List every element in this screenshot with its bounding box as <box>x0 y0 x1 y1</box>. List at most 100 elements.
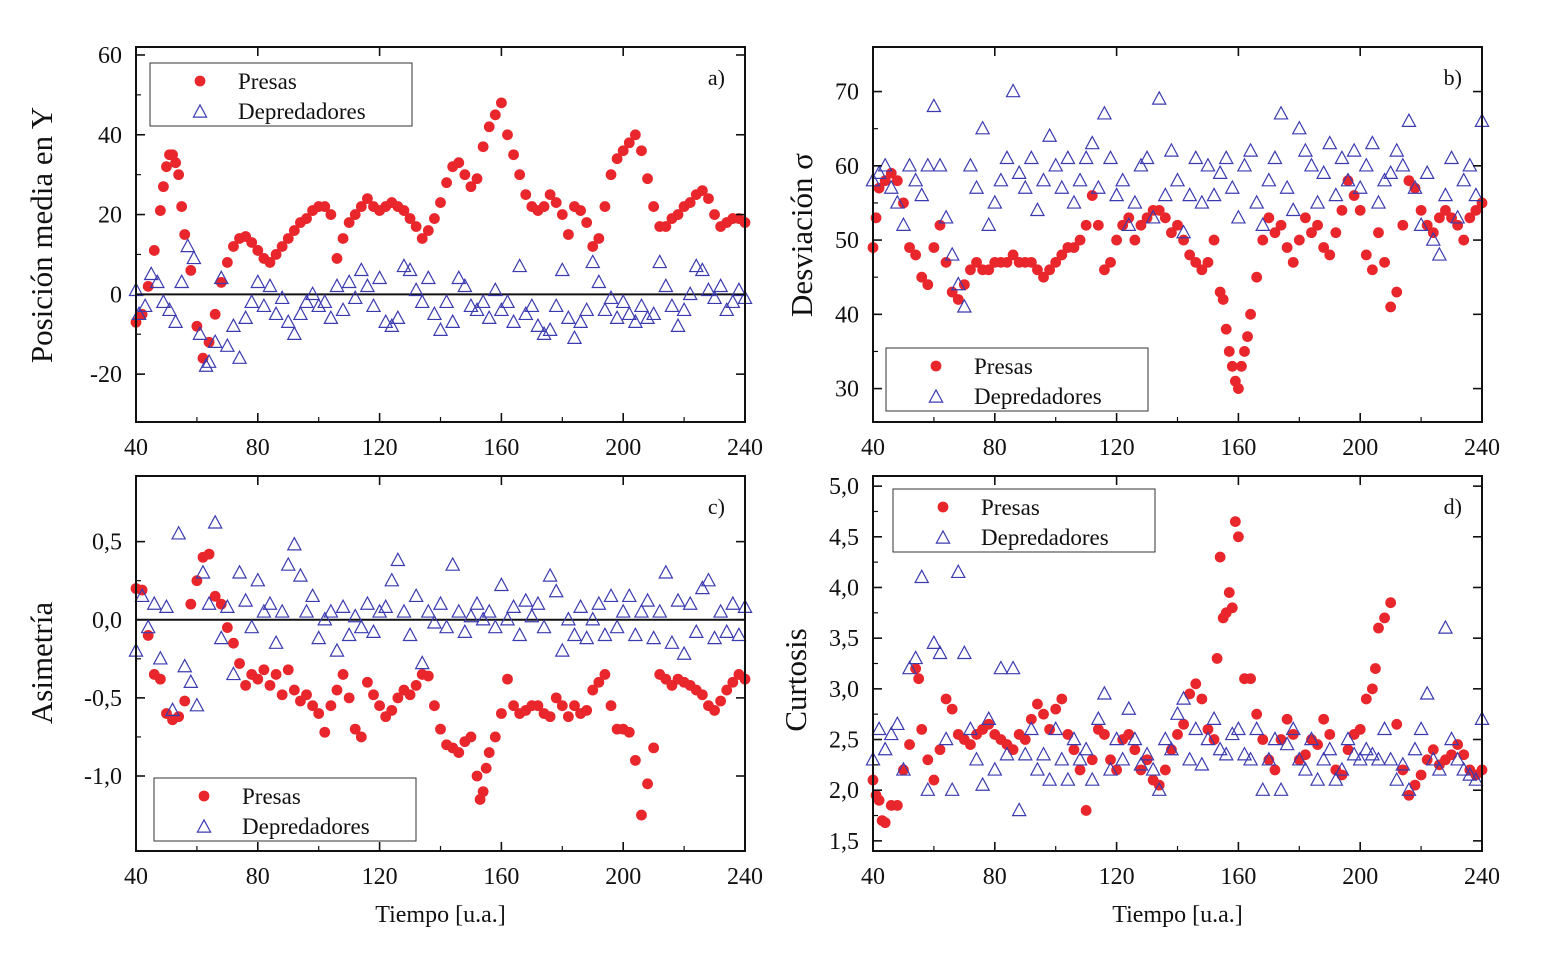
data-point-depredadores <box>597 627 613 642</box>
data-point-depredadores <box>1370 751 1387 766</box>
data-point-presas <box>1452 219 1464 231</box>
data-point-presas <box>158 181 169 193</box>
data-point-depredadores <box>1121 700 1137 715</box>
data-point-presas <box>362 193 373 204</box>
x-tick-label: 40 <box>861 435 885 461</box>
data-point-depredadores <box>481 603 497 618</box>
data-point-depredadores <box>469 595 485 610</box>
data-point-presas <box>453 747 465 758</box>
data-point-presas <box>1370 663 1381 674</box>
data-point-depredadores <box>1291 751 1307 766</box>
data-point-presas <box>1269 227 1281 239</box>
data-point-depredadores <box>926 98 942 113</box>
data-point-depredadores <box>950 276 966 291</box>
data-point-presas <box>173 169 185 181</box>
data-point-presas <box>185 598 197 610</box>
data-point-presas <box>617 145 629 157</box>
data-point-depredadores <box>268 305 284 321</box>
data-point-presas <box>913 673 925 685</box>
data-point-depredadores <box>505 313 522 328</box>
data-point-presas <box>252 673 264 685</box>
data-point-depredadores <box>305 286 321 301</box>
data-point-depredadores <box>1303 157 1320 172</box>
x-tick-label: 160 <box>483 435 519 461</box>
data-point-depredadores <box>1395 157 1411 172</box>
data-point-presas <box>1330 227 1342 239</box>
data-point-depredadores <box>1224 179 1240 194</box>
data-point-depredadores <box>384 572 400 587</box>
data-point-presas <box>1190 256 1202 268</box>
data-point-presas <box>325 209 337 220</box>
data-point-depredadores <box>901 660 918 675</box>
data-point-depredadores <box>390 309 406 325</box>
data-point-presas <box>264 257 276 268</box>
data-point-depredadores <box>359 595 376 610</box>
data-point-presas <box>1360 693 1372 705</box>
panel-c: 40 80 120 160 200 240 0,5 0,0 -0,5 -1,0 Asimetría T… <box>24 475 763 928</box>
data-point-depredadores <box>1145 761 1161 776</box>
data-point-presas <box>471 770 483 782</box>
data-point-depredadores <box>475 611 491 626</box>
data-point-presas <box>477 141 489 153</box>
data-point-depredadores <box>1401 112 1417 127</box>
data-point-presas <box>1409 779 1421 791</box>
data-point-depredadores <box>981 216 997 231</box>
series-presas <box>867 516 1488 829</box>
data-point-presas <box>228 241 239 252</box>
data-point-presas <box>520 189 532 201</box>
data-point-presas <box>1007 744 1019 756</box>
data-point-depredadores <box>469 301 485 317</box>
data-point-presas <box>1056 249 1068 261</box>
data-point-depredadores <box>505 598 522 613</box>
data-point-presas <box>1269 764 1281 776</box>
data-point-depredadores <box>1163 741 1180 756</box>
data-point-depredadores <box>213 630 229 645</box>
data-point-depredadores <box>1364 135 1380 150</box>
data-point-presas <box>1019 734 1031 745</box>
data-point-depredadores <box>1450 209 1466 224</box>
data-point-presas <box>1050 256 1062 268</box>
data-point-depredadores <box>378 313 394 328</box>
data-point-depredadores <box>1407 179 1423 194</box>
data-point-depredadores <box>1169 705 1186 720</box>
data-point-presas <box>715 695 727 707</box>
data-point-depredadores <box>652 254 668 269</box>
data-point-depredadores <box>548 297 564 313</box>
data-point-presas <box>891 799 903 811</box>
legend-label: Presas <box>242 784 301 809</box>
data-point-depredadores <box>432 595 449 610</box>
data-point-presas <box>1379 612 1390 624</box>
data-point-presas <box>410 221 422 232</box>
data-point-presas <box>1397 219 1409 231</box>
data-point-presas <box>392 692 404 704</box>
data-point-depredadores <box>161 301 178 317</box>
data-point-presas <box>1257 234 1269 246</box>
data-point-presas <box>1117 219 1129 231</box>
data-point-depredadores <box>286 325 302 340</box>
data-point-depredadores <box>1389 142 1405 157</box>
data-point-depredadores <box>591 274 607 289</box>
data-point-presas <box>1111 234 1122 246</box>
data-point-presas <box>1245 308 1256 320</box>
data-point-depredadores <box>920 781 936 796</box>
data-point-depredadores <box>1309 771 1326 786</box>
data-point-depredadores <box>1115 172 1131 187</box>
legend-marker-presas <box>198 790 210 802</box>
data-point-presas <box>952 294 964 305</box>
data-point-depredadores <box>244 619 260 634</box>
data-point-depredadores <box>152 650 168 665</box>
data-point-depredadores <box>1328 771 1344 786</box>
data-point-presas <box>502 673 513 685</box>
data-point-presas <box>599 669 611 680</box>
data-point-presas <box>252 245 264 256</box>
data-point-depredadores <box>311 297 327 313</box>
data-point-depredadores <box>1437 187 1454 202</box>
data-point-presas <box>1366 264 1378 276</box>
data-point-presas <box>1223 346 1235 357</box>
panel-b: 40 80 120 160 200 240 70 60 50 40 30 Desviación σ b)… <box>784 46 1500 461</box>
data-point-presas <box>1233 383 1244 394</box>
data-point-depredadores <box>968 751 985 766</box>
panel-label: a) <box>708 65 725 90</box>
data-point-presas <box>288 225 300 236</box>
data-point-depredadores <box>524 608 540 623</box>
